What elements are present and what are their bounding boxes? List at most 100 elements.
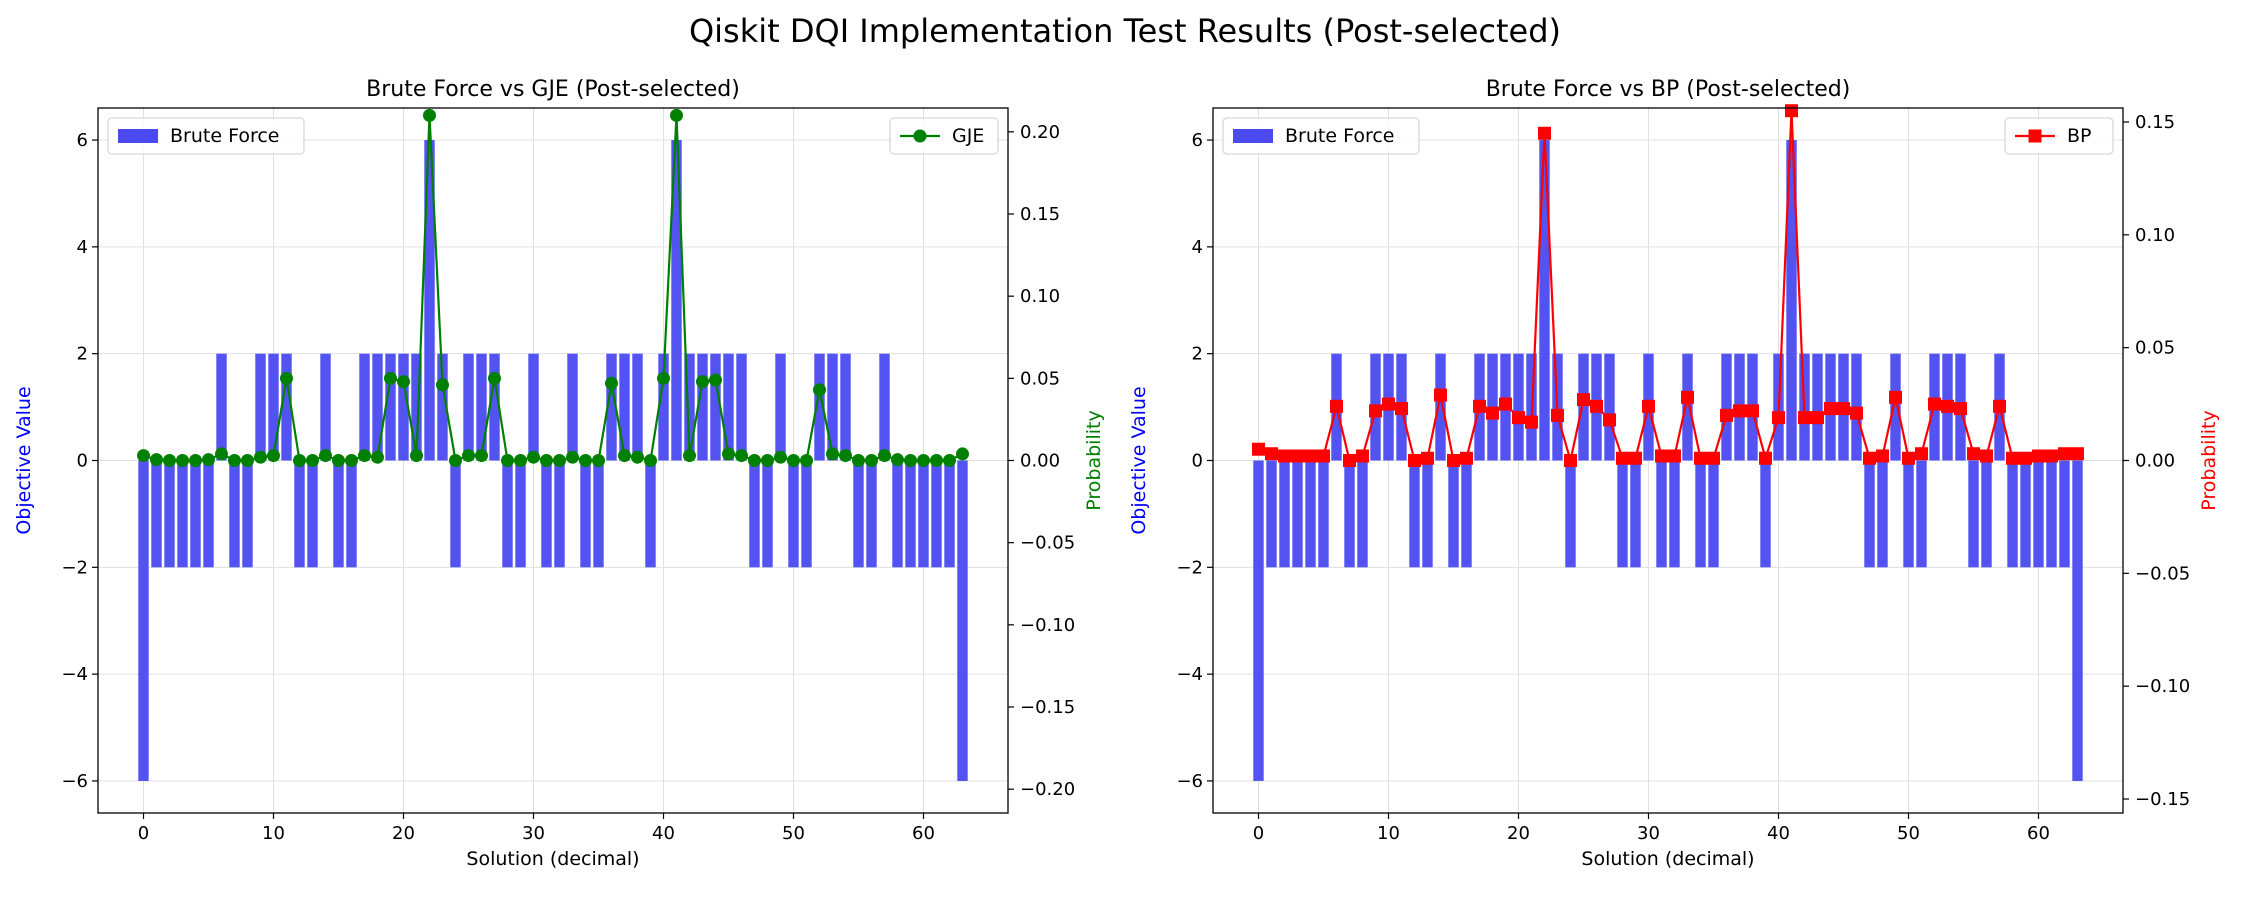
- bar: [1578, 353, 1589, 461]
- bar: [606, 353, 617, 461]
- y-tick-label: 6: [1192, 130, 1203, 151]
- y2-tick-label: −0.05: [2135, 563, 2190, 584]
- point-gje: [618, 449, 631, 463]
- bar: [502, 460, 513, 568]
- point-bp: [1707, 451, 1720, 465]
- bar: [216, 353, 227, 461]
- bar: [723, 353, 734, 461]
- bar: [1630, 460, 1641, 568]
- legend-swatch-bars: [1233, 129, 1273, 143]
- point-gje: [930, 454, 943, 467]
- y2-tick-label: 0.15: [2135, 112, 2175, 133]
- panel-title: Brute Force vs GJE (Post-selected): [366, 77, 740, 102]
- bar: [931, 460, 942, 568]
- bar: [1448, 460, 1459, 568]
- bar: [801, 460, 812, 568]
- bar: [1292, 460, 1303, 568]
- point-gje: [345, 454, 358, 467]
- bar: [684, 353, 695, 461]
- point-gje: [150, 453, 163, 467]
- point-gje: [241, 454, 254, 467]
- bar: [1890, 353, 1901, 461]
- y-tick-label: 4: [1192, 237, 1203, 258]
- bar: [2020, 460, 2031, 568]
- y2-tick-label: 0.05: [2135, 338, 2175, 359]
- point-bp: [1772, 411, 1785, 425]
- bar: [671, 140, 682, 461]
- point-bp: [1317, 449, 1330, 463]
- point-gje: [670, 108, 683, 122]
- point-bp: [1915, 447, 1928, 461]
- bar: [1695, 460, 1706, 568]
- bar: [164, 460, 175, 568]
- bar: [242, 460, 253, 568]
- point-gje: [371, 450, 384, 464]
- bar: [1604, 353, 1615, 461]
- bar: [177, 460, 188, 568]
- bar: [489, 353, 500, 461]
- bar: [268, 353, 279, 461]
- x-tick-label: 20: [1507, 823, 1530, 844]
- panel-gje: 0 10 20 30 40 50 60 −6 −4 −2 0 2 4 6 −0.20 −0.15 −0.10 −0…: [13, 77, 1105, 870]
- x-tick-label: 40: [652, 823, 675, 844]
- point-gje: [449, 454, 462, 467]
- point-gje: [826, 447, 839, 461]
- point-bp: [1590, 399, 1603, 413]
- bar: [1318, 460, 1329, 568]
- bar: [1422, 460, 1433, 568]
- point-bp: [1434, 388, 1447, 402]
- point-gje: [644, 454, 657, 467]
- bar: [567, 353, 578, 461]
- point-gje: [748, 454, 761, 467]
- bar: [333, 460, 344, 568]
- point-gje: [527, 450, 540, 464]
- point-bp: [1798, 411, 1811, 425]
- bar: [1617, 460, 1628, 568]
- point-gje: [605, 376, 618, 390]
- point-bp: [1525, 415, 1538, 429]
- bar: [1253, 460, 1264, 781]
- bar: [736, 353, 747, 461]
- point-gje: [410, 449, 423, 463]
- bar: [2007, 460, 2018, 568]
- bar: [528, 353, 539, 461]
- bar: [866, 460, 877, 568]
- bar: [541, 460, 552, 568]
- x-tick-label: 30: [522, 823, 545, 844]
- bar: [476, 353, 487, 461]
- point-gje: [137, 449, 150, 463]
- panel-bp: 0 10 20 30 40 50 60 −6 −4 −2 0 2 4 6 −0.15 −0.10 −0.05 0.…: [1128, 77, 2220, 870]
- legend-bars: Brute Force: [107, 117, 305, 155]
- bar: [1266, 460, 1277, 568]
- point-bp: [1343, 454, 1356, 467]
- point-bp: [1746, 404, 1759, 418]
- y2-tick-label: −0.05: [1020, 533, 1075, 554]
- y2-tick-label: −0.10: [1020, 615, 1075, 636]
- bar: [762, 460, 773, 568]
- bar: [879, 353, 890, 461]
- bar: [892, 460, 903, 568]
- point-bp: [1889, 390, 1902, 404]
- point-gje: [709, 373, 722, 387]
- point-bp: [1395, 402, 1408, 416]
- bar: [1968, 460, 1979, 568]
- point-bp: [1265, 447, 1278, 461]
- bar: [1513, 353, 1524, 461]
- point-bp: [1564, 454, 1577, 467]
- x-axis-label: Solution (decimal): [1581, 848, 1754, 870]
- point-bp: [1551, 408, 1564, 422]
- point-gje: [592, 454, 605, 467]
- bar: [1656, 460, 1667, 568]
- point-gje: [501, 454, 514, 467]
- point-bp: [1668, 449, 1681, 463]
- bar: [944, 460, 955, 568]
- x-tick-label: 10: [1377, 823, 1400, 844]
- point-bp: [2058, 447, 2071, 461]
- bar: [398, 353, 409, 461]
- legend-label-bars: Brute Force: [170, 125, 279, 147]
- y2-tick-label: −0.20: [1020, 779, 1075, 800]
- bar: [1812, 353, 1823, 461]
- bar: [1981, 460, 1992, 568]
- point-bp: [1460, 451, 1473, 465]
- y-tick-label: −4: [61, 664, 88, 685]
